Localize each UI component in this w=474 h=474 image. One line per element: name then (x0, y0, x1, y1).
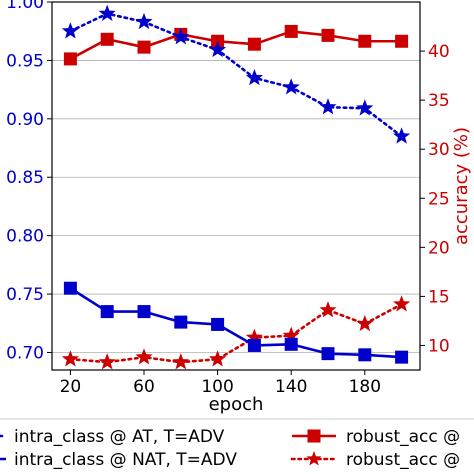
left-tick-label: 0.70 (6, 343, 44, 363)
data-point (61, 22, 79, 39)
series-line (69, 12, 403, 138)
data-point (321, 347, 335, 361)
data-point (282, 326, 300, 343)
legend-label: robust_acc @ (346, 450, 460, 470)
data-point (100, 32, 114, 46)
series-line (69, 30, 402, 61)
series-1 (63, 281, 409, 364)
x-tick-label: 140 (275, 377, 307, 397)
data-point (100, 305, 114, 319)
data-point (61, 350, 79, 367)
x-axis-label: epoch (209, 394, 264, 415)
left-y-axis: 0.70 0.75 0.80 0.85 0.90 0.95 1.00 (6, 0, 52, 363)
data-point (172, 353, 190, 370)
right-tick-label: 15 (428, 287, 450, 307)
data-point (209, 350, 227, 367)
series-2 (63, 24, 409, 66)
right-tick-label: 20 (428, 238, 450, 258)
data-point (358, 34, 372, 48)
data-point (358, 348, 372, 362)
data-point (356, 99, 374, 116)
data-point (245, 68, 263, 86)
data-point (284, 24, 298, 38)
data-point (63, 52, 77, 66)
data-point (63, 281, 77, 295)
right-tick-label: 10 (428, 336, 450, 356)
data-point (174, 315, 188, 329)
right-tick-label: 30 (428, 140, 450, 160)
data-point (135, 348, 153, 365)
data-point (247, 37, 261, 51)
right-axis-label: accuracy (%) (451, 127, 472, 245)
data-point (245, 328, 263, 345)
left-tick-label: 0.80 (6, 227, 44, 247)
left-tick-label: 0.95 (6, 51, 44, 71)
data-point (395, 350, 409, 364)
data-point (172, 28, 190, 45)
legend-label: intra_class @ NAT, T=ADV (14, 450, 237, 470)
data-point (356, 314, 374, 332)
data-point (98, 4, 116, 21)
data-point (393, 295, 411, 312)
grid-lines (52, 1, 420, 353)
data-point (98, 353, 116, 370)
data-point (137, 305, 151, 319)
legend-marker (0, 433, 1, 435)
data-point (395, 34, 409, 48)
x-tick-label: 100 (201, 377, 233, 397)
data-point (282, 78, 300, 95)
legend-label: intra_class @ AT, T=ADV (14, 427, 225, 447)
data-point (137, 40, 151, 54)
data-point (319, 98, 337, 115)
data-point (284, 337, 298, 351)
legend-entry: intra_class @ NAT, T=ADV (0, 450, 237, 470)
right-y-axis: 10 15 20 25 30 35 40 (420, 42, 450, 356)
right-tick-label: 25 (428, 189, 450, 209)
x-tick-label: 20 (60, 377, 82, 397)
legend-entry: intra_class @ AT, T=ADV (0, 427, 225, 447)
legend-label: robust_acc @ (346, 427, 460, 447)
left-tick-label: 1.00 (6, 0, 44, 13)
data-point (321, 28, 335, 42)
data-point (135, 12, 153, 30)
legend-entry: robust_acc @ (290, 450, 460, 470)
legend: intra_class @ AT, T=ADV intra_class @ NAT… (0, 418, 474, 474)
left-tick-label: 0.75 (6, 285, 44, 305)
series-line (69, 287, 402, 359)
data-point (247, 338, 261, 352)
series-0 (61, 4, 411, 144)
legend-box (0, 418, 474, 474)
legend-marker (306, 451, 322, 466)
x-axis: 20 60 100 140 180 (60, 370, 381, 397)
plot-series (61, 4, 411, 370)
series-3 (61, 295, 411, 370)
legend-entry: robust_acc @ (292, 427, 460, 447)
data-point (211, 317, 225, 331)
data-point (209, 40, 227, 58)
right-tick-label: 40 (428, 42, 450, 62)
data-point (393, 127, 411, 144)
left-tick-label: 0.90 (6, 110, 44, 130)
left-tick-label: 0.85 (6, 168, 44, 188)
x-tick-label: 180 (349, 377, 381, 397)
plot-frame (51, 1, 421, 371)
right-tick-label: 35 (428, 91, 450, 111)
x-tick-label: 60 (133, 377, 155, 397)
legend-marker (307, 429, 321, 443)
data-point (319, 301, 337, 318)
series-line (69, 302, 403, 364)
